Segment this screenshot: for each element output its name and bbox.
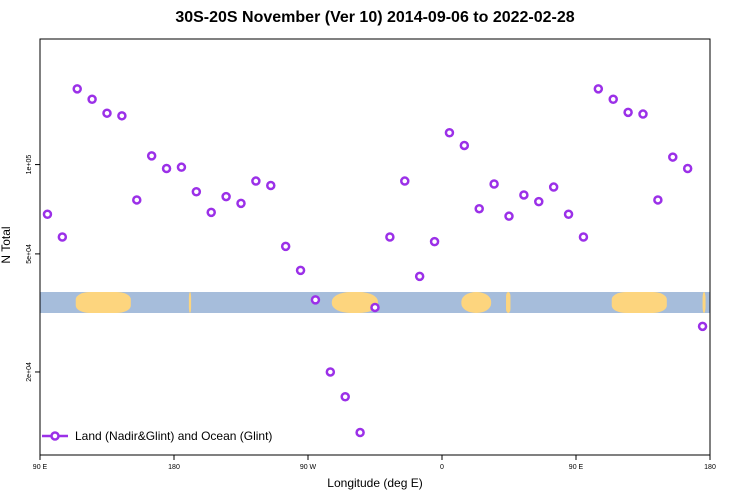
x-tick-label: 90 E — [33, 464, 48, 471]
map-land — [611, 292, 667, 313]
data-point — [400, 176, 410, 186]
map-land — [75, 292, 131, 313]
y-tick-label: 2e+04 — [26, 362, 33, 382]
data-point — [132, 195, 142, 205]
legend-label: Land (Nadir&Glint) and Ocean (Glint) — [75, 429, 272, 443]
data-point — [340, 392, 350, 402]
x-tick-label: 180 — [168, 464, 180, 471]
data-point — [355, 427, 365, 438]
data-point — [459, 140, 470, 151]
data-point — [429, 236, 440, 247]
data-point — [682, 163, 693, 174]
x-tick-label: 90 W — [300, 464, 317, 471]
data-point — [623, 107, 633, 118]
data-point — [191, 186, 202, 197]
data-point — [42, 209, 53, 220]
data-point — [474, 203, 484, 214]
data-point — [444, 128, 455, 138]
data-point — [534, 196, 544, 207]
data-point — [176, 162, 187, 172]
data-point — [489, 179, 499, 189]
data-point — [57, 232, 68, 242]
y-tick-label: 1e+05 — [26, 155, 33, 175]
data-point — [653, 195, 663, 205]
data-point — [266, 180, 276, 191]
data-point — [548, 182, 559, 192]
data-point — [146, 151, 157, 161]
map-land — [331, 292, 378, 313]
data-point — [385, 232, 395, 242]
data-point — [325, 367, 336, 377]
data-point — [608, 94, 618, 105]
x-axis: 90 E 180 90 W 0 90 E 180 — [33, 455, 716, 471]
y-tick-label: 5e+04 — [26, 244, 33, 264]
map-land — [188, 292, 192, 313]
data-point — [370, 302, 380, 313]
map-land — [702, 292, 706, 313]
data-point — [668, 152, 678, 162]
data-point — [87, 94, 97, 105]
data-point — [563, 209, 574, 220]
legend-marker — [50, 431, 60, 441]
data-point — [638, 109, 648, 119]
data-point — [102, 108, 112, 118]
map-land — [461, 292, 492, 313]
data-point — [221, 191, 231, 202]
data-point — [593, 84, 604, 94]
data-point — [697, 321, 708, 332]
data-point — [504, 211, 514, 221]
data-point — [161, 163, 172, 174]
x-tick-label: 0 — [440, 464, 444, 471]
series-points — [42, 84, 708, 438]
x-tick-label: 180 — [704, 464, 716, 471]
data-point — [72, 84, 82, 94]
y-axis: 2e+04 5e+04 1e+05 — [26, 155, 40, 382]
data-point — [206, 207, 216, 218]
data-point — [117, 111, 127, 121]
data-point — [280, 241, 291, 252]
data-point — [310, 295, 321, 305]
x-tick-label: 90 E — [569, 464, 584, 471]
data-point — [519, 190, 529, 200]
legend: Land (Nadir&Glint) and Ocean (Glint) — [42, 429, 272, 443]
data-point — [578, 232, 589, 242]
data-point — [295, 265, 306, 276]
plot-frame — [39, 38, 711, 456]
map-land — [506, 292, 511, 313]
data-point — [414, 271, 425, 282]
data-point — [236, 198, 246, 209]
data-point — [251, 176, 261, 186]
map-strip — [40, 292, 710, 313]
x-axis-label: Longitude (deg E) — [327, 476, 423, 490]
chart-title: 30S-20S November (Ver 10) 2014-09-06 to … — [175, 9, 575, 26]
